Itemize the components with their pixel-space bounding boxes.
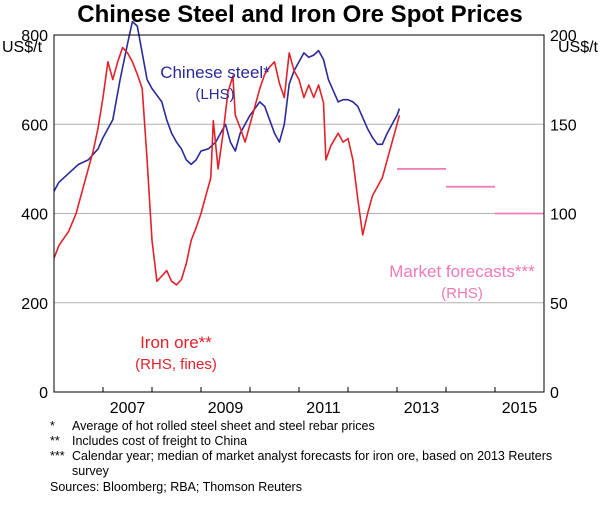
x-tick-label: 2015 — [502, 400, 538, 417]
steel-annotation: (LHS) — [195, 86, 234, 103]
y-right-tick-label: 0 — [550, 385, 559, 402]
y-left-tick-label: 200 — [21, 296, 48, 313]
footnote-3-text: Calendar year; median of market analyst … — [72, 449, 553, 478]
footnote-2: ** Includes cost of freight to China — [50, 434, 590, 449]
steel-annotation: Chinese steel* — [160, 63, 270, 82]
sources: Sources: Bloomberg; RBA; Thomson Reuters — [50, 480, 302, 494]
footnote-1-text: Average of hot rolled steel sheet and st… — [72, 419, 375, 433]
x-tick-label: 2007 — [110, 400, 146, 417]
y-right-tick-label: 150 — [550, 117, 577, 134]
x-tick-label: 2009 — [208, 400, 244, 417]
iron-ore-annotation: (RHS, fines) — [135, 356, 217, 373]
x-tick-label: 2011 — [306, 400, 341, 417]
y-right-tick-label: 200 — [550, 28, 577, 45]
footnote-1-mark: * — [50, 419, 55, 433]
footnote-1: * Average of hot rolled steel sheet and … — [50, 419, 590, 434]
y-right-tick-label: 100 — [550, 207, 577, 224]
y-left-tick-label: 400 — [21, 207, 48, 224]
forecast-annotation: Market forecasts*** — [389, 262, 535, 281]
y-right-unit-label: US$/t — [558, 39, 599, 56]
footnote-2-text: Includes cost of freight to China — [72, 434, 248, 448]
footnotes: * Average of hot rolled steel sheet and … — [50, 419, 590, 495]
annotations: Chinese steel* (LHS) Iron ore** (RHS, fines… — [135, 63, 535, 373]
series-layer — [53, 20, 544, 286]
plot-border — [53, 34, 545, 393]
iron-ore-price-line — [53, 46, 401, 286]
forecast-annotation: (RHS) — [441, 285, 483, 302]
footnote-3-mark: *** — [50, 449, 65, 463]
y-left-tick-label: 0 — [39, 385, 48, 402]
y-left-unit-label: US$/t — [2, 39, 43, 56]
iron-ore-annotation: Iron ore** — [140, 333, 212, 352]
x-tick-label: 2013 — [404, 400, 440, 417]
footnote-3: *** Calendar year; median of market anal… — [50, 449, 590, 479]
y-left-tick-label: 600 — [21, 117, 48, 134]
chart-title: Chinese Steel and Iron Ore Spot Prices — [77, 1, 523, 28]
footnote-2-mark: ** — [50, 434, 60, 448]
y-left-tick-label: 800 — [21, 28, 48, 45]
y-right-tick-label: 50 — [550, 296, 568, 313]
steel-price-line — [53, 20, 401, 192]
x-axis-ticks — [53, 387, 545, 392]
